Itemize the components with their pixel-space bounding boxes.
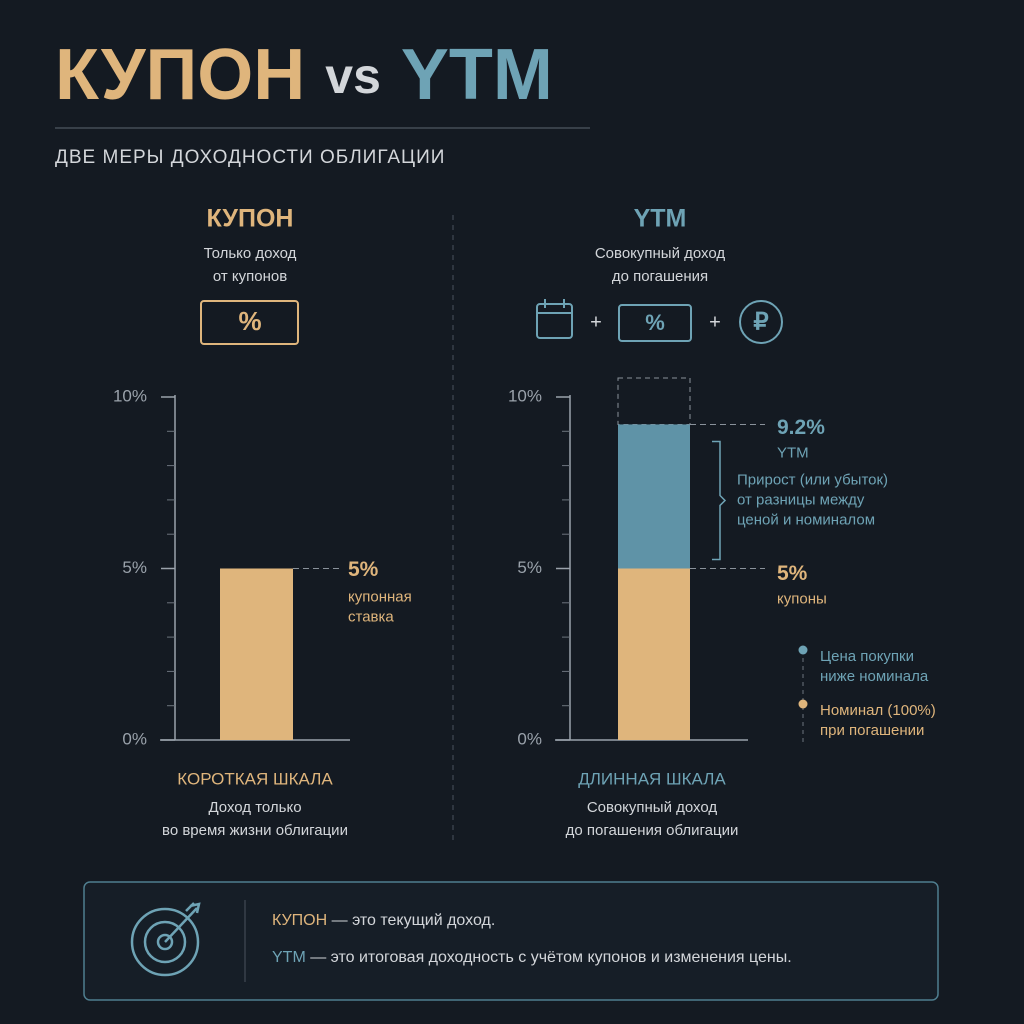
bar-segment xyxy=(618,568,690,740)
panel-sub: Только доход xyxy=(204,245,297,262)
caption: Совокупный доход xyxy=(587,799,718,816)
subtitle: ДВЕ МЕРЫ ДОХОДНОСТИ ОБЛИГАЦИИ xyxy=(55,147,445,168)
panel-sub: до погашения xyxy=(612,268,708,285)
caption: до погашения облигации xyxy=(566,822,739,839)
legend-dot xyxy=(798,699,808,709)
footer-text: — это текущий доход. xyxy=(327,912,495,929)
panel-heading: КУПОН xyxy=(207,205,294,233)
panel-sub: Совокупный доход xyxy=(595,245,726,262)
bracket-note: ценой и номиналом xyxy=(737,511,875,528)
y-tick-label: 5% xyxy=(517,558,542,577)
icon-text: % xyxy=(645,310,665,335)
caption: во время жизни облигации xyxy=(162,822,348,839)
value-note: купонная xyxy=(348,588,412,605)
footer-key: YTM xyxy=(272,949,306,966)
legend-text: Номинал (100%) xyxy=(820,702,936,719)
total-label: 9.2% xyxy=(777,416,825,439)
icon-text: ₽ xyxy=(753,308,768,335)
bar-segment xyxy=(618,424,690,569)
bracket-note: Прирост (или убыток) xyxy=(737,471,888,488)
bar xyxy=(220,568,293,740)
caption: Доход только xyxy=(208,799,301,816)
legend-text: ниже номинала xyxy=(820,668,929,685)
calendar-icon xyxy=(536,299,573,339)
title-part: YTM xyxy=(401,35,553,115)
footer-key: КУПОН xyxy=(272,912,327,929)
y-tick-label: 0% xyxy=(517,729,542,748)
title: КУПОН vs YTM xyxy=(55,35,553,115)
legend-dot xyxy=(798,645,808,655)
total-note: YTM xyxy=(777,444,809,461)
target-icon xyxy=(130,902,201,977)
value-note: ставка xyxy=(348,608,394,625)
title-part: КУПОН xyxy=(55,35,305,115)
footer-line: КУПОН — это текущий доход. xyxy=(272,912,495,929)
ruble-icon xyxy=(739,300,783,344)
footer-box xyxy=(83,881,939,1001)
y-tick-label: 10% xyxy=(508,386,542,405)
legend-text: Цена покупки xyxy=(820,648,914,665)
percent-icon xyxy=(200,300,299,345)
scale-label: ДЛИННАЯ ШКАЛА xyxy=(578,769,726,788)
y-tick-label: 10% xyxy=(113,386,147,405)
scale-label: КОРОТКАЯ ШКАЛА xyxy=(177,769,333,788)
plus: + xyxy=(590,311,602,333)
bracket xyxy=(712,440,727,561)
percent-icon xyxy=(618,304,692,342)
panel-heading: YTM xyxy=(634,205,687,233)
value-label: 5% xyxy=(777,562,808,585)
title-part: vs xyxy=(325,48,381,104)
bracket-note: от разницы между xyxy=(737,491,865,508)
footer-text: — это итоговая доходность с учётом купон… xyxy=(306,949,792,966)
y-tick-label: 0% xyxy=(122,729,147,748)
value-label: 5% xyxy=(348,558,379,581)
panel-sub: от купонов xyxy=(213,268,287,285)
footer-line: YTM — это итоговая доходность с учётом к… xyxy=(272,949,792,966)
y-tick-label: 5% xyxy=(122,558,147,577)
icon-text: % xyxy=(238,306,261,336)
legend-text: при погашении xyxy=(820,722,924,739)
plus: + xyxy=(709,311,721,333)
series-name: купоны xyxy=(777,590,827,607)
